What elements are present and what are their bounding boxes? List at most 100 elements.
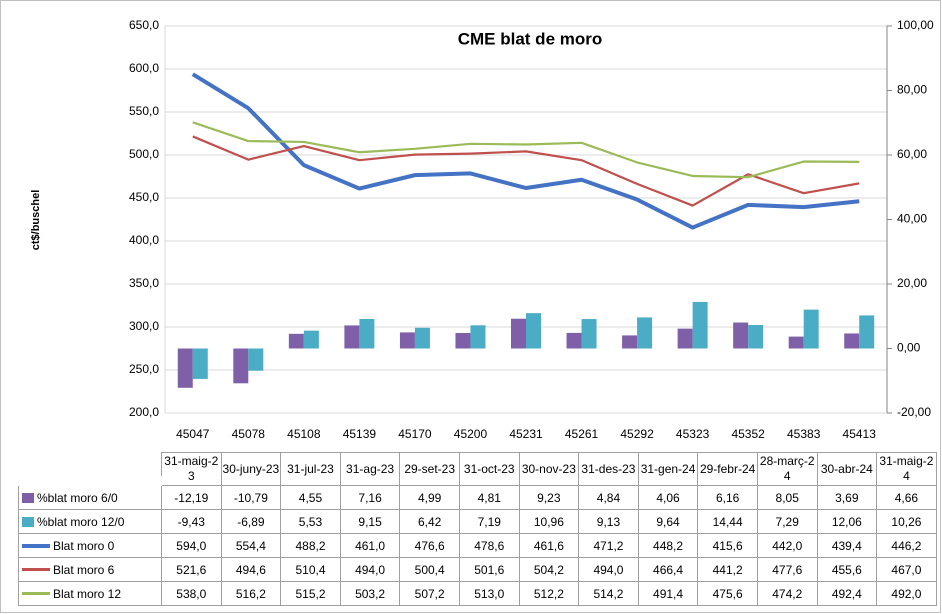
table-value: -6,89	[221, 510, 282, 534]
table-value: 492,0	[877, 582, 937, 606]
table-value: 7,29	[757, 510, 818, 534]
y-axis-label: ct$/buschel	[30, 190, 42, 251]
table-value: 9,13	[579, 510, 639, 534]
table-value: 478,6	[459, 534, 520, 558]
y-tick-label: 650,0	[129, 18, 159, 32]
legend-key	[22, 516, 34, 527]
bar	[233, 348, 249, 384]
table-value: 4,99	[400, 486, 460, 510]
line	[192, 135, 860, 207]
table-header: 30-nov-23	[519, 452, 580, 486]
table-value: 504,2	[519, 558, 580, 582]
bar	[288, 333, 304, 349]
bar	[526, 313, 541, 349]
legend-entry: %blat moro 12/0	[18, 510, 162, 534]
x-tick-label: 45323	[676, 427, 710, 441]
y2-tick-label: 60,00	[897, 147, 927, 161]
table-value: 4,06	[638, 486, 699, 510]
table-value: 3,69	[817, 486, 878, 510]
table-value: 503,2	[340, 582, 401, 606]
bar	[470, 325, 486, 349]
table-value: 4,84	[579, 486, 639, 510]
bar	[455, 332, 471, 349]
y-tick-label: 400,0	[129, 233, 159, 247]
bar	[566, 332, 582, 349]
legend-label: Blat moro 12	[53, 586, 122, 601]
table-value: 491,4	[638, 582, 699, 606]
y2-tick-label: -20,00	[897, 405, 931, 419]
table-header: 30-juny-23	[221, 452, 282, 486]
x-tick-label: 45383	[787, 427, 821, 441]
bar	[803, 309, 819, 349]
table-value: 9,23	[519, 486, 580, 510]
x-tick-label: 45292	[620, 427, 654, 441]
y-tick-label: 200,0	[129, 405, 159, 419]
table-value: 4,81	[459, 486, 520, 510]
bar	[248, 348, 264, 371]
y-tick-label: 350,0	[129, 276, 159, 290]
table-value: 5,53	[281, 510, 341, 534]
table-value: 8,05	[757, 486, 818, 510]
y-tick-label: 500,0	[129, 147, 159, 161]
legend-key	[22, 543, 50, 548]
legend-label: Blat moro 6	[53, 562, 115, 577]
bar	[511, 318, 526, 349]
table-value: 500,4	[400, 558, 460, 582]
table-value: 475,6	[698, 582, 758, 606]
y2-tick-label: 100,00	[897, 18, 934, 32]
table-value: 494,0	[579, 558, 639, 582]
table-header: 31-ag-23	[340, 452, 401, 486]
table-value: -9,43	[162, 510, 222, 534]
table-value: 461,0	[340, 534, 401, 558]
data-table: 31-maig-23 30-juny-23 31-jul-23 31-ag-23 29-…	[18, 452, 937, 606]
y-tick-label: 550,0	[129, 104, 159, 118]
table-value: 512,2	[519, 582, 580, 606]
y-tick-label: 600,0	[129, 61, 159, 75]
table-value: 448,2	[638, 534, 699, 558]
table-value: -10,79	[221, 486, 282, 510]
line	[191, 72, 860, 230]
table-value: 513,0	[459, 582, 520, 606]
bar	[622, 335, 638, 349]
table-value: 6,42	[400, 510, 460, 534]
table-value: 12,06	[817, 510, 878, 534]
table-header: 30-abr-24	[817, 452, 878, 486]
legend-entry: Blat moro 0	[18, 534, 162, 558]
x-tick-label: 45231	[509, 427, 543, 441]
table-value: 4,66	[877, 486, 937, 510]
table-value: 455,6	[817, 558, 878, 582]
table-value: 510,4	[281, 558, 341, 582]
bar	[399, 332, 415, 349]
bar	[637, 317, 653, 349]
table-header: 31-oct-23	[459, 452, 520, 486]
table-value: 521,6	[162, 558, 222, 582]
table-value: 9,15	[340, 510, 401, 534]
table-header: 29-set-23	[400, 452, 460, 486]
table-value: 7,19	[459, 510, 520, 534]
bar	[733, 322, 749, 349]
table-value: 494,0	[340, 558, 401, 582]
table-value: 466,4	[638, 558, 699, 582]
table-value: 439,4	[817, 534, 878, 558]
table-value: 4,55	[281, 486, 341, 510]
x-tick-label: 45261	[565, 427, 599, 441]
table-value: 515,2	[281, 582, 341, 606]
y-tick-label: 300,0	[129, 319, 159, 333]
table-value: 441,2	[698, 558, 758, 582]
legend-label: Blat moro 0	[53, 538, 115, 553]
table-value: 477,6	[757, 558, 818, 582]
table-value: 14,44	[698, 510, 758, 534]
table-value: 10,26	[877, 510, 937, 534]
table-header: 28-març-24	[757, 452, 818, 486]
y-tick-label: 450,0	[129, 190, 159, 204]
bar	[788, 336, 804, 349]
bar	[677, 328, 693, 349]
table-value: 10,96	[519, 510, 580, 534]
table-value: 514,2	[579, 582, 639, 606]
bar	[581, 319, 597, 349]
y2-tick-label: 40,00	[897, 212, 927, 226]
table-value: 494,6	[221, 558, 282, 582]
table-header: 31-gen-24	[638, 452, 699, 486]
